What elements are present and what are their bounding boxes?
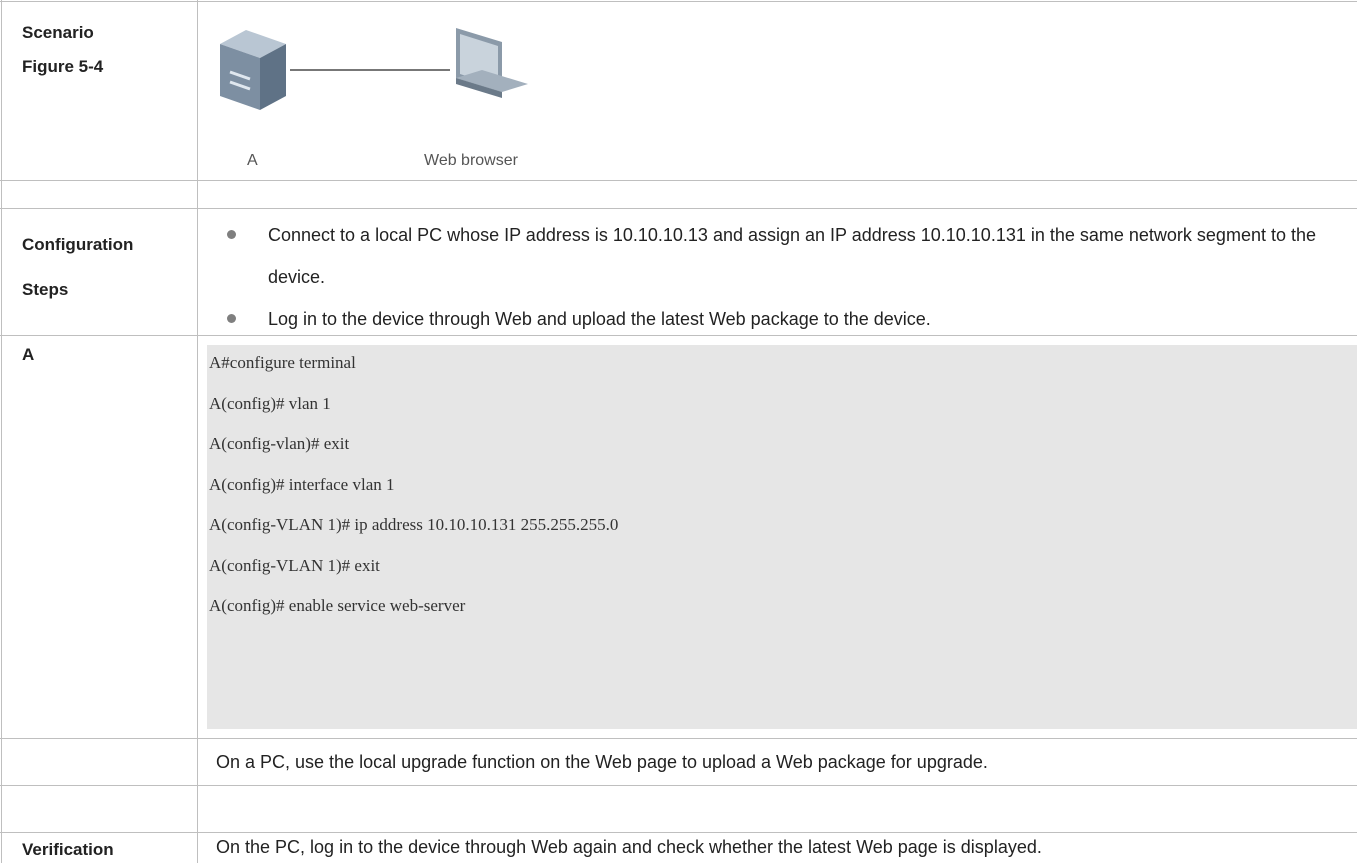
row-label: Verification (22, 840, 114, 859)
row-border (0, 180, 1357, 181)
label-line: Scenario (22, 23, 94, 42)
row-label: Configuration Steps (22, 222, 133, 312)
code-line: A(config-VLAN 1)# ip address 10.10.10.13… (209, 515, 619, 534)
node-label: A (247, 152, 258, 169)
node-label: Web browser (424, 152, 518, 169)
code-line: A(config)# interface vlan 1 (209, 474, 395, 494)
row-label: Scenario Figure 5-4 (22, 16, 103, 84)
switch-icon (220, 30, 286, 110)
row-border (0, 208, 1357, 209)
column-border (197, 0, 198, 863)
note: On a PC, use the local upgrade function … (216, 752, 988, 772)
label-line: Figure 5-4 (22, 57, 104, 76)
row-border (0, 1, 1357, 2)
laptop-icon (456, 28, 528, 98)
row-border (0, 785, 1357, 786)
row-border (0, 832, 1357, 833)
row-border (0, 335, 1357, 336)
code-block: A#configure terminal A(config)# vlan 1 A(c… (207, 345, 1357, 729)
code-line: A#configure terminal (209, 353, 356, 372)
topology-diagram (220, 28, 528, 110)
row-label: A (22, 345, 35, 364)
bullet: Log in to the device through Web and upl… (209, 298, 1349, 340)
bullet-list: Connect to a local PC whose IP address i… (209, 214, 1349, 340)
verification-text: On the PC, log in to the device through … (216, 837, 1042, 857)
bullet: Connect to a local PC whose IP address i… (209, 214, 1349, 298)
column-border (1, 0, 2, 863)
row-border (0, 738, 1357, 739)
code-line: A(config)# enable service web-server (209, 596, 466, 615)
label-line: Steps (22, 280, 69, 299)
code-line: A(config)# vlan 1 (209, 393, 331, 413)
label-line: Configuration (22, 235, 134, 254)
code-line: A(config-VLAN 1)# exit (209, 555, 380, 575)
code-line: A(config-vlan)# exit (209, 434, 350, 453)
